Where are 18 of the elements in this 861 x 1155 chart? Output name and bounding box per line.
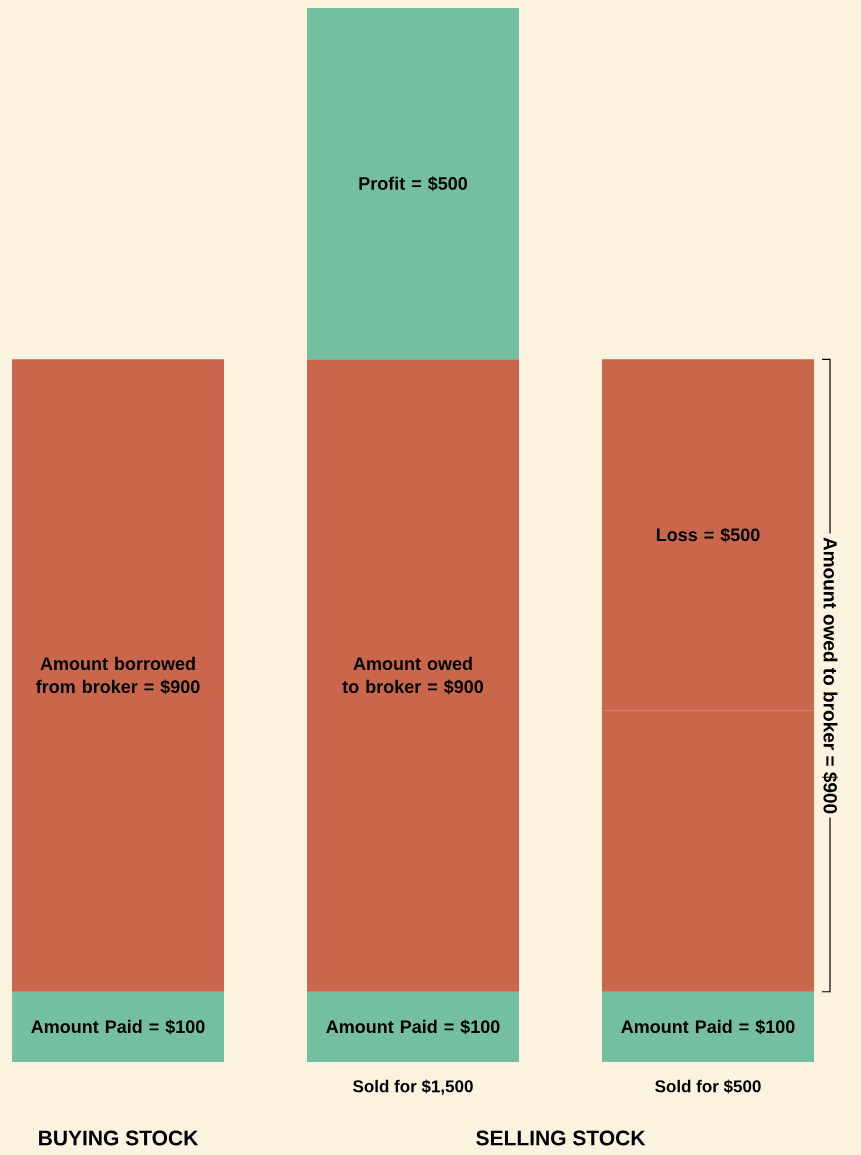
data-label: Amount Paid = $100 — [31, 1019, 205, 1035]
bar — [307, 359, 520, 992]
bar — [307, 991, 520, 1062]
data-label: Amount borrowed from broker = $900 — [36, 656, 200, 695]
x-tick-label: Sold for $500 — [655, 1079, 761, 1094]
data-label: Loss = $500 — [656, 527, 760, 543]
text: SELLING STOCK — [476, 1130, 646, 1146]
data-label: Profit = $500 — [359, 176, 468, 192]
data-label: Amount owed to broker = $900 — [342, 656, 484, 695]
bar — [307, 8, 520, 360]
x-tick-label: Sold for $1,500 — [353, 1079, 473, 1095]
text: BUYING STOCK — [39, 1130, 199, 1146]
data-label: Amount Paid = $100 — [621, 1019, 795, 1035]
data-label: Amount Paid = $100 — [326, 1019, 500, 1035]
bar — [12, 991, 224, 1062]
bar — [12, 359, 224, 992]
bar — [602, 991, 815, 1062]
annotation: Amount owed to broker = $900 — [822, 537, 838, 814]
